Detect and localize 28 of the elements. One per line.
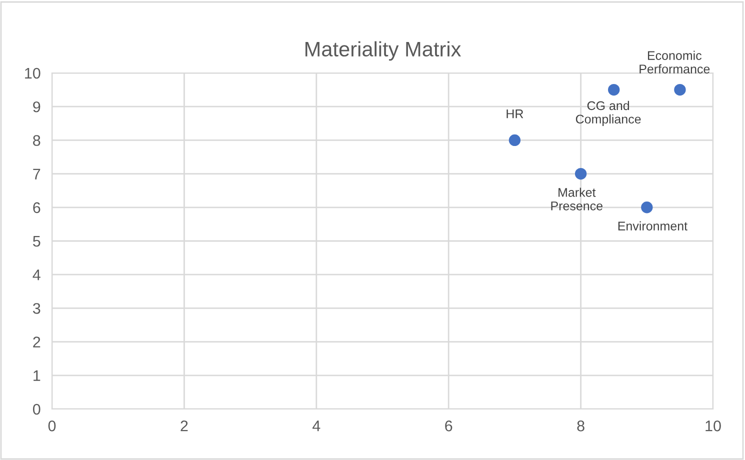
y-tick-label: 8	[33, 135, 40, 146]
annotation: HR	[506, 110, 524, 118]
y-tick-label: 1	[34, 370, 40, 381]
y-tick-label: 2	[33, 336, 40, 348]
y-tick-label: 3	[32, 303, 40, 314]
x-tick-label: 0	[48, 420, 56, 432]
point	[608, 84, 620, 96]
point	[641, 202, 653, 214]
chart-title: Materiality Matrix	[306, 41, 461, 61]
x-tick-label: 4	[312, 420, 320, 432]
annotation: CG and Compliance	[576, 100, 641, 126]
annotation: Economic Performance	[640, 50, 710, 74]
x-tick-label: 8	[577, 420, 584, 432]
point	[674, 84, 686, 96]
y-tick-label: 0	[32, 404, 40, 415]
annotation: Environment	[618, 221, 688, 230]
x-tick-label: 6	[445, 420, 452, 432]
x-tick-label: 10	[706, 420, 721, 432]
x-tick-label: 2	[180, 420, 188, 432]
annotation: Market Presence	[551, 188, 602, 210]
y-tick-label: 5	[33, 236, 40, 247]
point	[508, 134, 521, 146]
y-tick-label: 10	[25, 68, 40, 79]
point	[574, 168, 587, 180]
y-tick-label: 4	[32, 270, 40, 280]
y-tick-label: 7	[33, 168, 40, 180]
y-tick-label: 9	[33, 101, 40, 112]
y-tick-label: 6	[33, 202, 40, 214]
